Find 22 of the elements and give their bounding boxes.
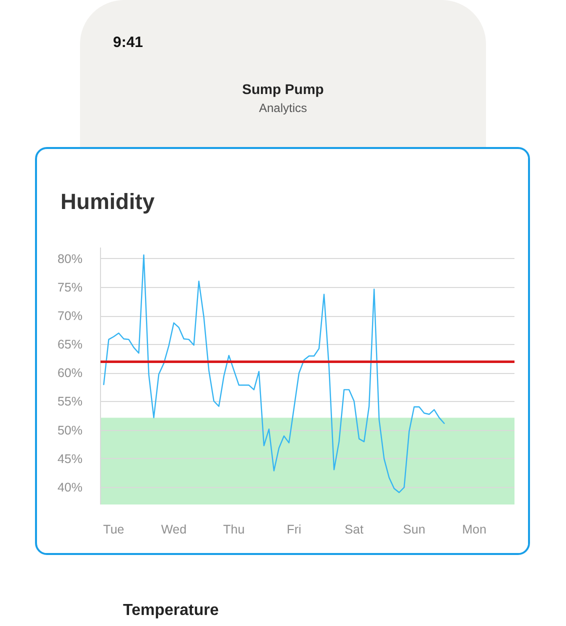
y-tick-label: 45% xyxy=(57,452,83,466)
y-tick-label: 55% xyxy=(57,394,83,409)
x-tick-label: Mon xyxy=(462,522,486,536)
y-tick-label: 70% xyxy=(57,309,83,324)
y-tick-label: 60% xyxy=(57,366,83,380)
y-tick-label: 80% xyxy=(57,252,83,266)
y-tick-label: 40% xyxy=(57,480,83,494)
x-tick-label: Tue xyxy=(103,522,124,536)
text: Temperature xyxy=(123,601,219,621)
line-series xyxy=(103,254,445,494)
text: Sump Pump xyxy=(241,80,325,99)
text: 9:41 xyxy=(113,33,144,53)
x-tick-label: Fri xyxy=(286,522,302,536)
x-tick-label: Sun xyxy=(403,522,426,536)
y-tick-label: 50% xyxy=(57,423,83,438)
text: Analytics xyxy=(258,100,308,117)
x-tick-label: Wed xyxy=(161,522,187,536)
y-tick-label: 75% xyxy=(57,280,83,294)
chart-title: Humidity xyxy=(60,189,156,214)
x-tick-label: Thu xyxy=(223,522,245,536)
x-tick-label: Sat xyxy=(344,522,364,536)
y-tick-label: 65% xyxy=(57,338,83,352)
